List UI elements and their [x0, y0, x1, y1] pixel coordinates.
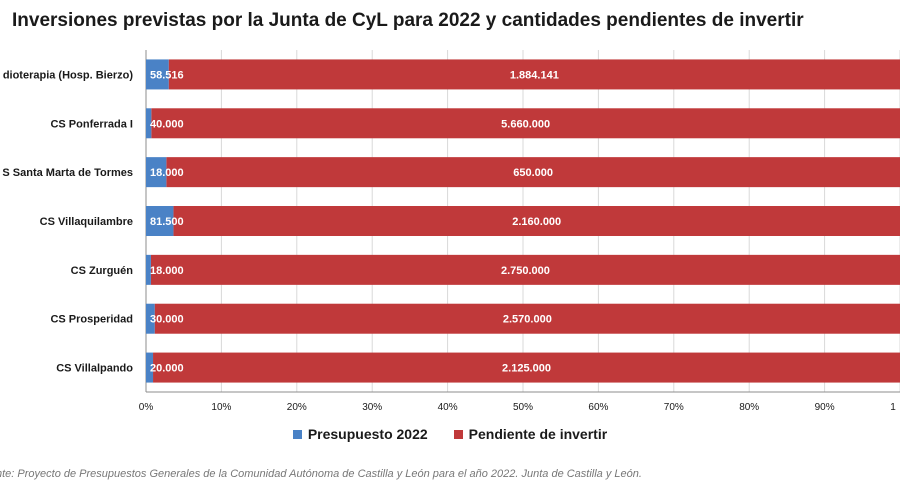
legend-item-presupuesto: Presupuesto 2022 [292, 426, 428, 442]
bar-presupuesto [146, 303, 155, 334]
x-tick-label: 60% [588, 402, 608, 413]
category-label: CS Ponferrada I [50, 118, 133, 130]
category-label: CS Zurguén [71, 265, 134, 277]
x-tick-label: 40% [438, 402, 458, 413]
category-label: CS Prosperidad [50, 314, 133, 326]
chart-title: Inversiones previstas por la Junta de Cy… [12, 10, 804, 31]
bar-pendiente [153, 352, 900, 383]
data-label-pendiente: 2.160.000 [512, 216, 561, 228]
data-label-pendiente: 2.125.000 [502, 363, 551, 375]
bar-presupuesto [146, 108, 152, 139]
bar-pendiente [150, 254, 900, 285]
bar-pendiente [173, 206, 900, 236]
bar-presupuesto [146, 206, 174, 236]
category-label: CS Villalpando [56, 363, 133, 375]
x-tick-label: 50% [513, 402, 533, 413]
bar-pendiente [154, 303, 900, 334]
bar-pendiente [168, 59, 900, 90]
data-label-presupuesto: 58.516 [150, 69, 184, 81]
bar-presupuesto [146, 254, 151, 285]
source-note: nte: Proyecto de Presupuestos Generales … [0, 468, 642, 480]
data-label-presupuesto: 18.000 [150, 167, 184, 179]
data-label-pendiente: 2.570.000 [503, 314, 552, 326]
data-label-presupuesto: 40.000 [150, 118, 184, 130]
legend-label-pendiente: Pendiente de invertir [468, 426, 608, 442]
bar-pendiente [166, 157, 900, 188]
x-tick-label: 30% [362, 402, 382, 413]
data-label-presupuesto: 30.000 [150, 314, 184, 326]
x-tick-label: 90% [815, 402, 835, 413]
data-label-pendiente: 650.000 [513, 167, 553, 179]
data-label-pendiente: 1.884.141 [510, 69, 559, 81]
legend-swatch-pendiente [453, 429, 463, 439]
x-tick-label: 20% [287, 402, 307, 413]
category-label: CS Villaquilambre [40, 216, 133, 228]
data-label-pendiente: 2.750.000 [501, 265, 550, 277]
bar-presupuesto [146, 157, 167, 188]
data-label-presupuesto: 81.500 [150, 216, 184, 228]
category-label: S Santa Marta de Tormes [2, 167, 133, 179]
x-tick-label: 70% [664, 402, 684, 413]
x-tick-label: 1 [890, 402, 896, 413]
x-tick-label: 0% [139, 402, 154, 413]
data-label-presupuesto: 18.000 [150, 265, 184, 277]
data-label-presupuesto: 20.000 [150, 363, 184, 375]
legend-label-presupuesto: Presupuesto 2022 [307, 426, 428, 442]
legend-item-pendiente: Pendiente de invertir [453, 426, 608, 442]
x-tick-label: 10% [211, 402, 231, 413]
bar-presupuesto [146, 59, 169, 90]
legend-swatch-presupuesto [292, 429, 302, 439]
bar-presupuesto [146, 352, 154, 383]
chart-legend: Presupuesto 2022 Pendiente de invertir [0, 426, 900, 442]
x-tick-label: 80% [739, 402, 759, 413]
bar-pendiente [151, 108, 900, 139]
data-label-pendiente: 5.660.000 [501, 118, 550, 130]
category-label: dioterapia (Hosp. Bierzo) [3, 69, 134, 81]
